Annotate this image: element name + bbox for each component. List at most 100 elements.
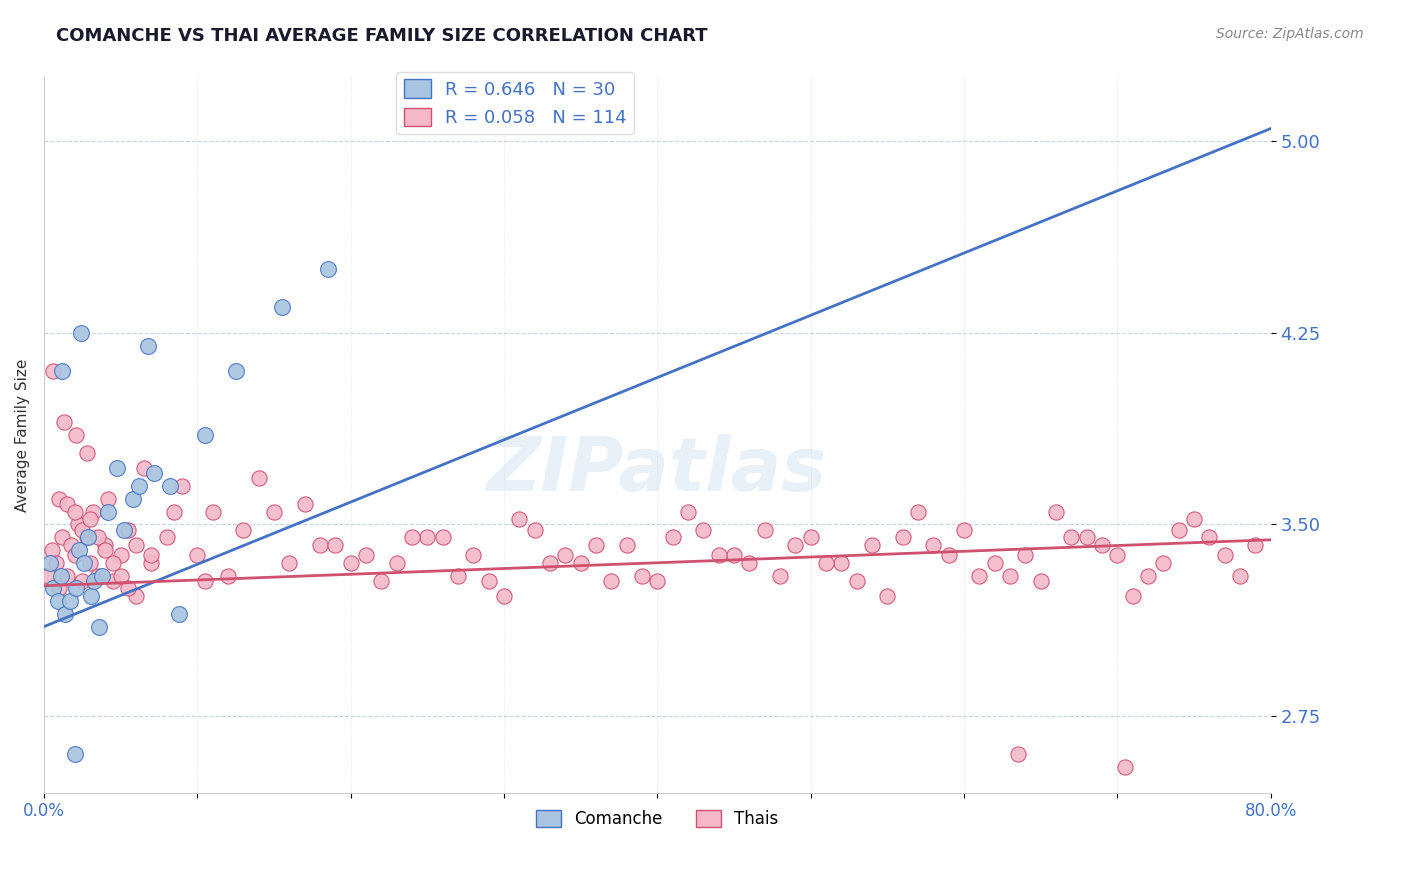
- Point: [155, 530, 177, 544]
- Point: [56, 497, 79, 511]
- Point: [63, 505, 86, 519]
- Point: [416, 530, 439, 544]
- Point: [70, 574, 93, 588]
- Point: [585, 538, 607, 552]
- Point: [170, 479, 193, 493]
- Point: [60, 538, 83, 552]
- Point: [163, 505, 186, 519]
- Point: [51, 364, 73, 378]
- Point: [67, 543, 90, 558]
- Point: [631, 568, 654, 582]
- Point: [101, 574, 124, 588]
- Point: [167, 607, 190, 621]
- Point: [83, 574, 105, 588]
- Point: [478, 574, 501, 588]
- Point: [354, 548, 377, 562]
- Point: [814, 556, 837, 570]
- Point: [1244, 538, 1267, 552]
- Point: [385, 556, 408, 570]
- Point: [201, 505, 224, 519]
- Point: [938, 548, 960, 562]
- Point: [800, 530, 823, 544]
- Point: [73, 556, 96, 570]
- Point: [278, 556, 301, 570]
- Point: [1137, 568, 1160, 582]
- Point: [42, 364, 65, 378]
- Point: [65, 428, 87, 442]
- Point: [754, 523, 776, 537]
- Y-axis label: Average Family Size: Average Family Size: [15, 359, 30, 512]
- Point: [1076, 530, 1098, 544]
- Point: [51, 530, 73, 544]
- Point: [769, 568, 792, 582]
- Point: [907, 505, 929, 519]
- Point: [1167, 523, 1189, 537]
- Point: [94, 543, 117, 558]
- Point: [569, 556, 592, 570]
- Point: [1122, 589, 1144, 603]
- Point: [128, 479, 150, 493]
- Point: [107, 461, 129, 475]
- Point: [80, 589, 103, 603]
- Point: [110, 568, 132, 582]
- Point: [37, 568, 59, 582]
- Point: [76, 446, 98, 460]
- Text: COMANCHE VS THAI AVERAGE FAMILY SIZE CORRELATION CHART: COMANCHE VS THAI AVERAGE FAMILY SIZE COR…: [56, 27, 707, 45]
- Point: [309, 538, 332, 552]
- Point: [432, 530, 454, 544]
- Point: [447, 568, 470, 582]
- Point: [492, 589, 515, 603]
- Point: [1007, 747, 1029, 762]
- Point: [1060, 530, 1083, 544]
- Point: [692, 523, 714, 537]
- Point: [370, 574, 392, 588]
- Point: [969, 568, 991, 582]
- Point: [785, 538, 807, 552]
- Point: [117, 582, 139, 596]
- Point: [143, 467, 166, 481]
- Point: [141, 556, 163, 570]
- Point: [46, 594, 69, 608]
- Point: [616, 538, 638, 552]
- Point: [117, 523, 139, 537]
- Point: [723, 548, 745, 562]
- Point: [94, 538, 117, 552]
- Point: [401, 530, 423, 544]
- Point: [82, 505, 104, 519]
- Point: [48, 582, 70, 596]
- Point: [232, 523, 254, 537]
- Point: [217, 568, 239, 582]
- Point: [141, 548, 163, 562]
- Point: [225, 364, 247, 378]
- Point: [77, 530, 100, 544]
- Point: [647, 574, 669, 588]
- Point: [1014, 548, 1036, 562]
- Point: [56, 568, 79, 582]
- Point: [66, 517, 89, 532]
- Point: [79, 556, 101, 570]
- Point: [707, 548, 730, 562]
- Point: [86, 530, 108, 544]
- Point: [69, 326, 91, 340]
- Point: [110, 548, 132, 562]
- Point: [600, 574, 623, 588]
- Point: [1114, 760, 1136, 774]
- Text: Source: ZipAtlas.com: Source: ZipAtlas.com: [1216, 27, 1364, 41]
- Point: [101, 556, 124, 570]
- Point: [845, 574, 868, 588]
- Point: [42, 582, 65, 596]
- Point: [270, 301, 292, 315]
- Point: [136, 338, 159, 352]
- Point: [1152, 556, 1174, 570]
- Point: [41, 543, 63, 558]
- Point: [39, 556, 62, 570]
- Point: [52, 415, 75, 429]
- Point: [1091, 538, 1114, 552]
- Point: [508, 512, 530, 526]
- Point: [48, 491, 70, 506]
- Point: [891, 530, 914, 544]
- Point: [76, 530, 98, 544]
- Point: [661, 530, 683, 544]
- Point: [263, 505, 285, 519]
- Point: [194, 574, 217, 588]
